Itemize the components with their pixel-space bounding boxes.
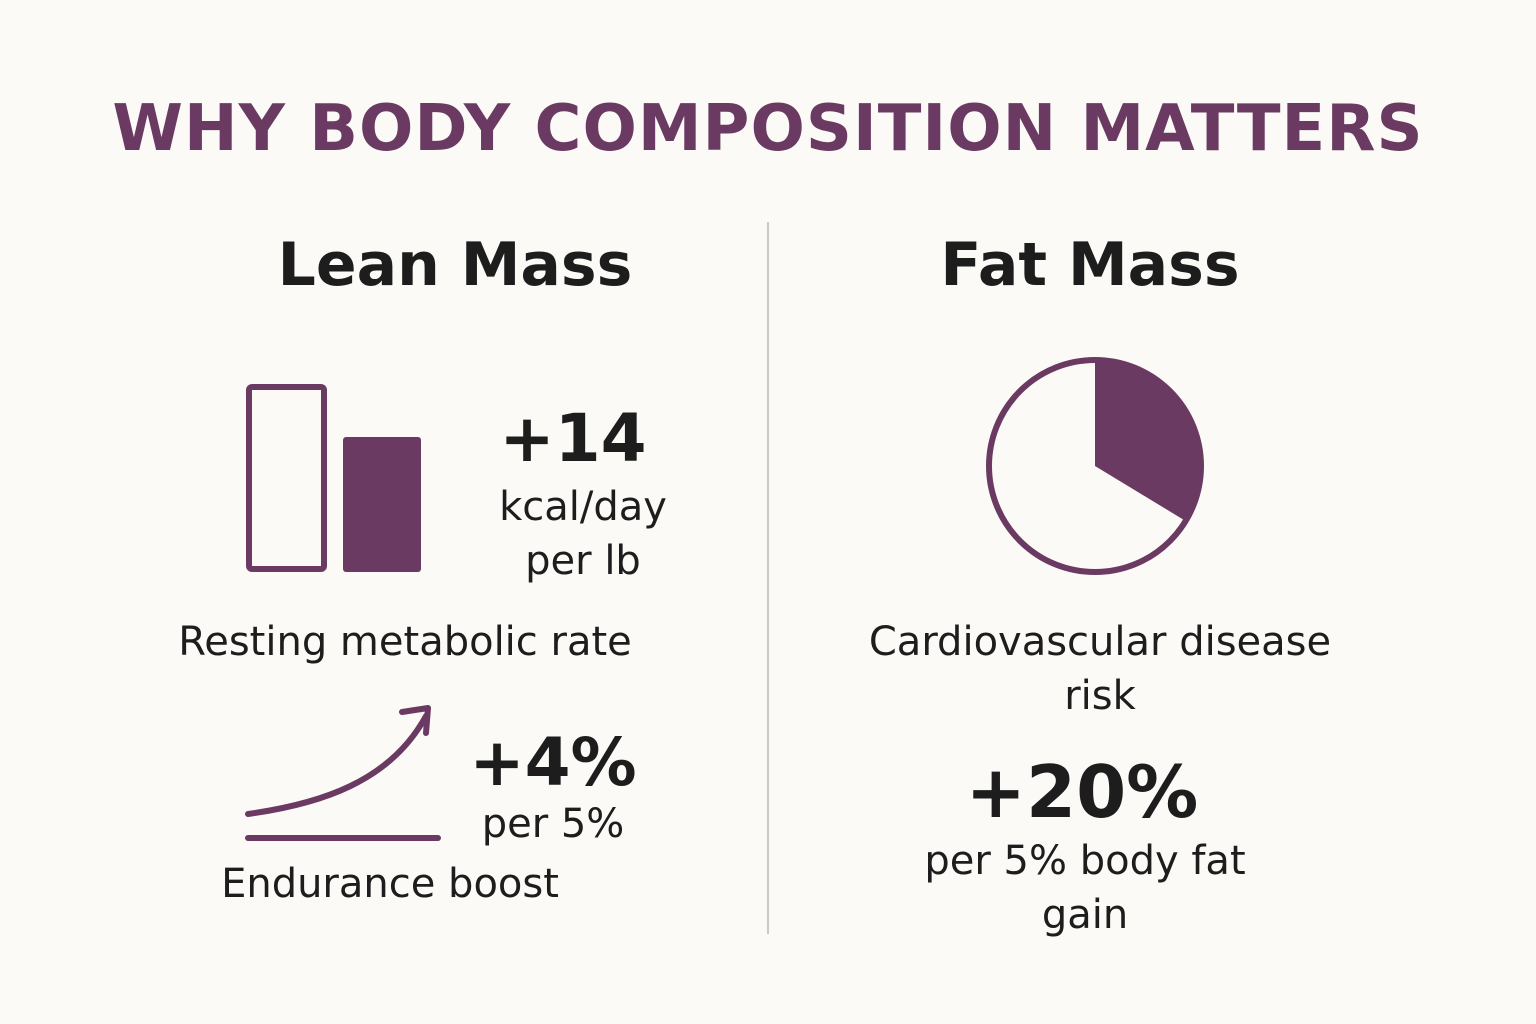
pie-chart-icon (986, 357, 1204, 575)
lean-mass-heading: Lean Mass (277, 230, 633, 300)
rmr-label: Resting metabolic rate (178, 619, 632, 665)
trend-arrowhead (399, 705, 431, 736)
risk-label-line2: risk (1064, 673, 1136, 719)
rmr-unit-line2: per lb (525, 538, 641, 584)
endurance-value: +4% (469, 724, 637, 801)
pie-outline (986, 357, 1204, 575)
fat-mass-heading: Fat Mass (940, 230, 1240, 300)
risk-value: +20% (965, 750, 1199, 834)
page-title: WHY BODY COMPOSITION MATTERS (112, 92, 1424, 166)
endurance-label: Endurance boost (221, 861, 559, 907)
rmr-unit-line1: kcal/day (499, 484, 667, 530)
trend-curve (245, 713, 429, 817)
column-divider (767, 222, 769, 934)
endurance-unit: per 5% (481, 801, 625, 847)
rmr-value: +14 (499, 400, 647, 477)
bar-outline (246, 384, 327, 572)
trend-arrow-icon (245, 705, 441, 841)
pie-slice (1095, 360, 1199, 520)
risk-unit-line1: per 5% body fat (924, 838, 1246, 884)
bar-filled (343, 437, 421, 572)
risk-unit-line2: gain (1041, 892, 1129, 938)
bar-chart-icon (246, 384, 421, 572)
risk-label-line1: Cardiovascular disease (868, 619, 1332, 665)
